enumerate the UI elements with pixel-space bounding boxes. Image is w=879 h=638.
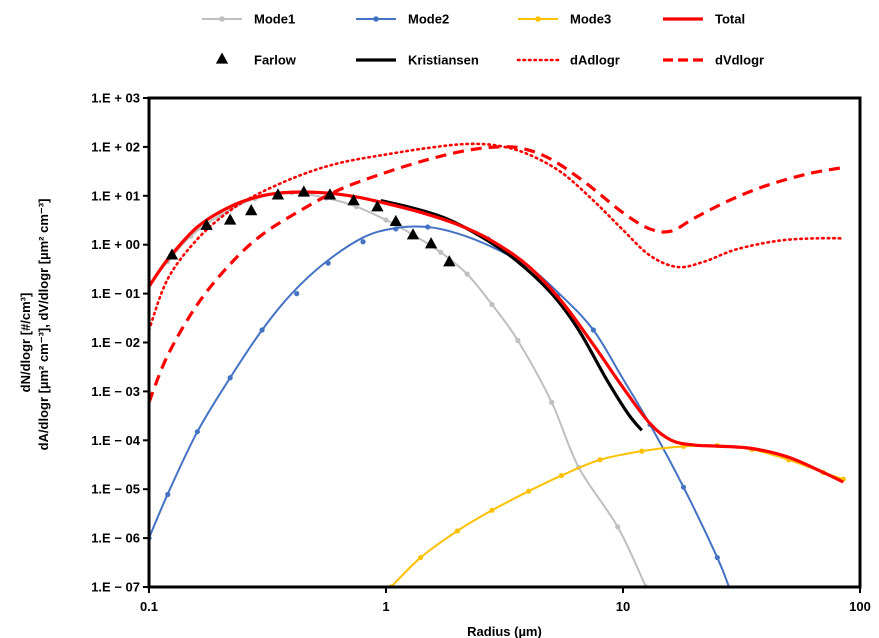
mode3-point xyxy=(639,448,645,454)
x-axis-title: Radius (µm) xyxy=(467,624,542,638)
farlow-point xyxy=(371,200,384,212)
legend-item-kristiansen: Kristiansen xyxy=(356,53,479,68)
dadlogr-line xyxy=(149,142,845,332)
legend-swatch xyxy=(215,52,229,64)
mode2-point xyxy=(714,554,720,561)
mode2-point xyxy=(360,239,366,245)
mode1-point xyxy=(464,271,470,277)
mode2-point xyxy=(425,224,431,230)
farlow-point xyxy=(389,214,402,227)
mode1-point xyxy=(615,524,621,530)
farlow-point xyxy=(165,248,179,260)
farlow-point xyxy=(245,204,258,216)
mode2-point xyxy=(227,375,233,381)
y-axis-title-line1: dN/dlogr [#/cm³] xyxy=(18,293,33,393)
farlow-point xyxy=(424,237,438,249)
series-layer xyxy=(149,142,846,587)
x-tick-label: 0.1 xyxy=(140,599,158,614)
total-line xyxy=(149,190,844,484)
y-tick-label: 1.E + 03 xyxy=(91,91,140,106)
farlow-point xyxy=(297,185,310,197)
y-tick-label: 1.E − 03 xyxy=(91,384,140,399)
legend-item-dadlogr: dAdlogr xyxy=(516,53,620,68)
y-tick-label: 1.E − 02 xyxy=(91,335,140,350)
mode2-point xyxy=(259,327,265,333)
farlow-point xyxy=(406,228,420,240)
kristiansen-line xyxy=(380,198,644,432)
mode2-point xyxy=(294,291,300,297)
x-tick-label: 1 xyxy=(382,599,389,614)
mode3-point xyxy=(418,554,424,561)
legend-swatch-marker xyxy=(219,16,225,22)
mode2-point xyxy=(680,484,687,490)
legend: Mode1 Mode2 Mode3 Total Farlow Kristiansen dAd… xyxy=(202,12,764,68)
mode1-point xyxy=(549,399,555,405)
mode1-point xyxy=(438,249,444,255)
y-tick-label: 1.E − 06 xyxy=(91,531,140,546)
series-clip-layer xyxy=(149,142,846,587)
dvdlogr-line xyxy=(149,145,844,403)
mode2-point xyxy=(393,226,399,232)
legend-swatch-marker xyxy=(373,16,379,22)
mode1-point xyxy=(353,204,359,210)
mode3-point xyxy=(454,528,460,534)
mode2-point xyxy=(590,327,596,333)
y-tick-label: 1.E + 01 xyxy=(91,188,140,203)
legend-label: Total xyxy=(715,12,745,27)
mode3-point xyxy=(526,488,532,494)
mode1-point xyxy=(383,217,389,223)
y-tick-label: 1.E − 05 xyxy=(91,482,140,497)
mode3-point xyxy=(558,472,565,479)
legend-item-dvdlogr: dVdlogr xyxy=(663,53,764,68)
x-tick-label: 100 xyxy=(849,599,871,614)
y-tick-label: 1.E − 04 xyxy=(91,433,141,448)
legend-label: Kristiansen xyxy=(408,53,479,68)
mode2-point xyxy=(194,429,200,435)
mode2-point xyxy=(325,260,331,266)
legend-swatch-marker xyxy=(535,16,541,22)
legend-item-total: Total xyxy=(663,12,745,27)
mode2-point xyxy=(165,491,171,498)
farlow-point xyxy=(347,194,360,206)
y-tick-label: 1.E + 00 xyxy=(91,237,140,252)
farlow-point xyxy=(223,213,237,225)
farlow-point xyxy=(200,218,213,230)
axis-ticks: 1.E − 07 1.E − 06 1.E − 05 1.E − 04 1.E − 03… xyxy=(91,91,871,615)
legend-item-mode1: Mode1 xyxy=(202,12,295,27)
x-tick-label: 10 xyxy=(616,599,630,614)
legend-item-mode2: Mode2 xyxy=(356,12,449,27)
farlow-point xyxy=(323,188,337,200)
legend-label: dAdlogr xyxy=(570,53,620,68)
mode1-point xyxy=(489,301,495,308)
legend-label: Mode3 xyxy=(570,12,611,27)
y-tick-label: 1.E − 07 xyxy=(91,580,140,595)
mode3-point xyxy=(597,457,603,463)
mode1-point xyxy=(515,337,521,344)
mode3-point xyxy=(489,507,495,513)
farlow-point xyxy=(271,188,285,200)
legend-label: Mode2 xyxy=(408,12,449,27)
y-axis-title-line2: dA/dlogr [µm² cm⁻³], dV/dlogr [µm² cm⁻³] xyxy=(36,199,51,451)
mode2-line xyxy=(149,225,730,587)
plot-frame xyxy=(147,96,862,589)
farlow-point xyxy=(443,255,456,267)
legend-label: Mode1 xyxy=(254,12,295,27)
legend-item-mode3: Mode3 xyxy=(518,12,611,27)
y-tick-label: 1.E − 01 xyxy=(91,286,140,301)
mode3-line xyxy=(390,444,844,587)
legend-label: dVdlogr xyxy=(715,53,764,68)
legend-label: Farlow xyxy=(254,53,297,68)
legend-item-farlow: Farlow xyxy=(215,52,297,68)
y-tick-label: 1.E + 02 xyxy=(91,139,140,154)
